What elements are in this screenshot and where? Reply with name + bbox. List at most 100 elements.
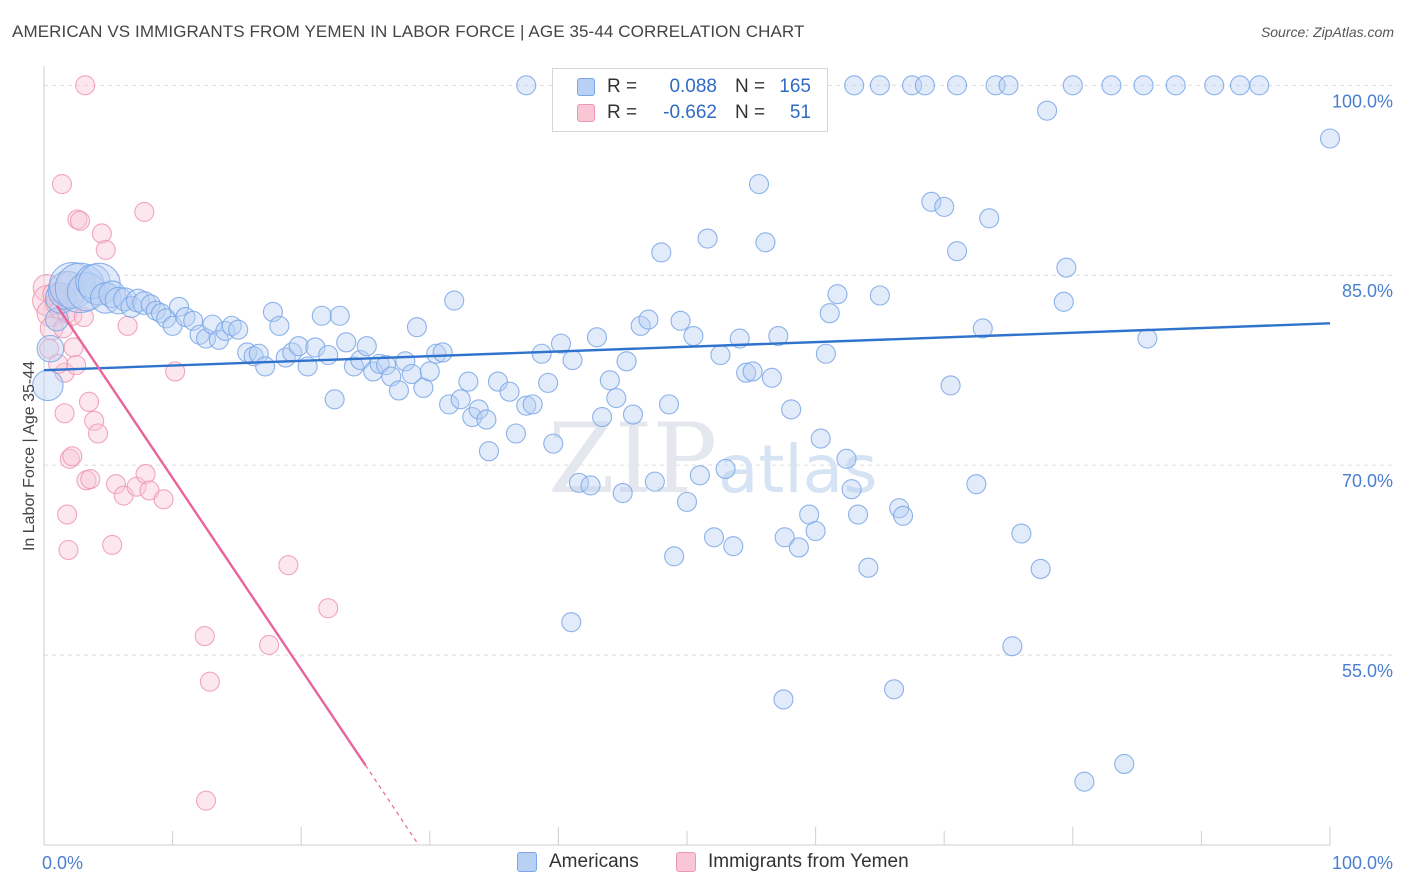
point-american (243, 346, 264, 367)
legend-n-value: 165 (779, 76, 811, 97)
point-american (444, 290, 465, 311)
point-american (947, 75, 968, 96)
point-american (531, 343, 552, 364)
x-tick-label-right: 100.0% (1332, 853, 1393, 873)
y-tick-label: 55.0% (1342, 661, 1393, 681)
point-american (638, 309, 659, 330)
point-american (934, 196, 955, 217)
trend-line-yemen-extension (365, 764, 418, 843)
point-american (914, 75, 935, 96)
legend-r-label: R = (607, 102, 638, 123)
point-american (1229, 75, 1251, 96)
point-american (664, 546, 685, 567)
point-american (311, 305, 332, 326)
point-american (1165, 75, 1186, 96)
point-american (499, 381, 520, 402)
legend-n-value: 51 (789, 102, 811, 123)
point-american (468, 399, 489, 420)
point-yemen (75, 75, 96, 96)
legend-r-value: -0.662 (663, 102, 717, 123)
point-american (478, 441, 500, 462)
trend-lines (43, 304, 1331, 843)
point-american (979, 208, 1000, 229)
point-american (476, 409, 497, 430)
point-yemen (199, 671, 220, 692)
point-american (401, 363, 422, 385)
point-yemen (258, 634, 280, 656)
point-yemen (102, 534, 123, 555)
point-yemen (66, 355, 87, 376)
point-yemen (91, 223, 112, 244)
point-yemen (80, 469, 101, 490)
watermark-atlas: atlas (718, 431, 878, 508)
point-american (940, 375, 961, 396)
point-american (710, 344, 731, 366)
legend-swatch-blue (577, 78, 595, 96)
point-american (450, 389, 471, 410)
point-american (858, 557, 879, 578)
point-yemen (117, 315, 138, 336)
point-yemen (59, 448, 80, 469)
point-american (376, 355, 397, 376)
legend-item-americans[interactable]: Americans (517, 851, 639, 873)
chart-source: Source: ZipAtlas.com (1260, 24, 1394, 40)
point-american (228, 319, 249, 340)
point-american (742, 361, 763, 382)
point-american (768, 325, 789, 347)
point-american (305, 337, 326, 358)
point-yemen (195, 790, 217, 811)
point-yemen (57, 504, 78, 525)
point-american (1204, 75, 1225, 96)
watermark-zip: ZIP (548, 403, 717, 515)
point-american (439, 394, 460, 415)
point-american (1002, 636, 1023, 657)
point-american (132, 291, 157, 316)
point-american (1319, 128, 1341, 149)
point-american (836, 448, 857, 469)
point-yemen (95, 239, 116, 260)
point-american (522, 394, 543, 415)
point-american (844, 75, 865, 96)
point-american (1101, 75, 1122, 96)
point-american (487, 371, 509, 392)
legend-item-yemen[interactable]: Immigrants from Yemen (676, 851, 909, 873)
series-yemen-points (32, 75, 339, 811)
watermark: ZIP atlas (548, 403, 878, 515)
legend-swatch-pink (577, 104, 595, 122)
point-american (388, 380, 409, 401)
point-american (761, 367, 782, 388)
point-american (869, 285, 890, 306)
point-american (329, 305, 350, 326)
point-american (651, 242, 672, 263)
point-american (841, 479, 862, 500)
point-yemen (84, 410, 105, 431)
chart-title: AMERICAN VS IMMIGRANTS FROM YEMEN IN LAB… (12, 22, 805, 41)
legend-n-label: N = (735, 102, 766, 123)
point-american (819, 303, 840, 324)
point-american (616, 351, 637, 372)
point-yemen (135, 463, 156, 485)
point-yemen (39, 338, 60, 359)
legend-swatch-blue (517, 852, 537, 872)
point-american (599, 370, 620, 391)
y-tick-label: 70.0% (1342, 471, 1393, 491)
point-yemen (78, 391, 100, 412)
point-american (736, 362, 757, 383)
point-american (255, 356, 276, 377)
point-american (827, 284, 848, 305)
point-american (432, 342, 453, 363)
point-yemen (58, 539, 79, 561)
point-american (1056, 257, 1077, 278)
point-yemen (87, 423, 109, 444)
point-american (697, 228, 718, 249)
point-american (644, 471, 665, 492)
point-american (676, 491, 698, 512)
legend-swatch-pink (676, 852, 696, 872)
legend-label-yemen: Immigrants from Yemen (708, 851, 909, 872)
point-american (966, 474, 987, 495)
y-tick-label: 100.0% (1332, 91, 1393, 111)
legend-row-yemen: R = -0.662 N = 51 (577, 100, 811, 126)
point-american (1249, 75, 1270, 96)
point-american (505, 423, 527, 444)
point-american (36, 334, 65, 363)
